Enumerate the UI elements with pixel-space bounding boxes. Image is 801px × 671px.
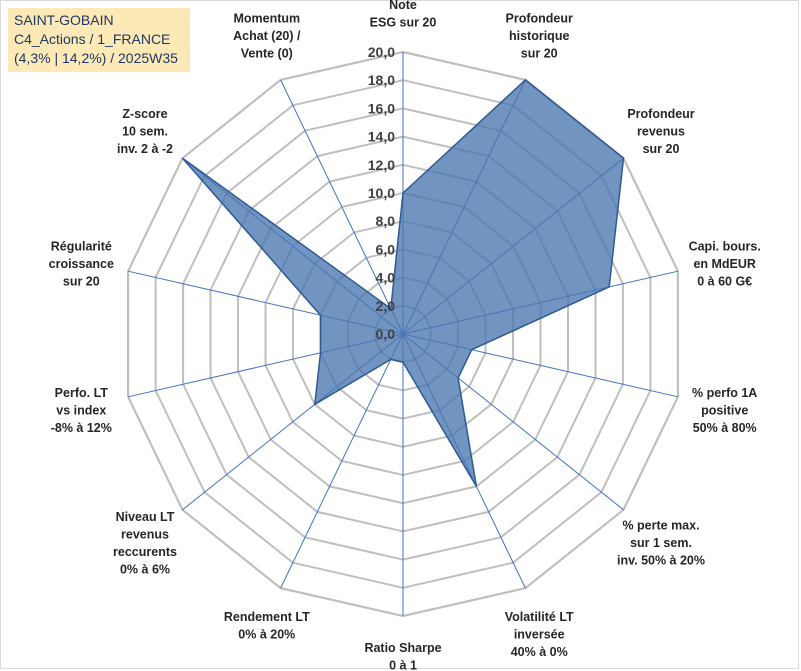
category-label: Capi. bours. en MdEUR 0 à 60 G€ bbox=[689, 239, 761, 288]
tick-label: 6,0 bbox=[376, 241, 396, 257]
tick-label: 10,0 bbox=[368, 185, 395, 201]
category-label: Volatilité LT inversée 40% à 0% bbox=[505, 610, 574, 659]
tick-label: 14,0 bbox=[368, 129, 395, 145]
category-label: Ratio Sharpe 0 à 1 bbox=[364, 641, 441, 671]
chart-header-box: SAINT-GOBAIN C4_Actions / 1_FRANCE (4,3%… bbox=[8, 8, 190, 72]
category-label: Profondeur historique sur 20 bbox=[506, 12, 573, 61]
company-name: SAINT-GOBAIN bbox=[14, 12, 114, 28]
tick-label: 12,0 bbox=[368, 157, 395, 173]
radar-spoke bbox=[280, 333, 404, 589]
radar-spoke bbox=[280, 79, 404, 335]
tick-label: 20,0 bbox=[368, 44, 395, 60]
category-label: Rendement LT 0% à 20% bbox=[224, 610, 310, 642]
category-label: Perfo. LT vs index -8% à 12% bbox=[51, 386, 112, 435]
category-line: C4_Actions / 1_FRANCE bbox=[14, 31, 171, 47]
radar-tick-labels: 0,0 2,0 4,0 6,0 8,0 10,0 12,0 14,0 16,0 18,0 20,0 bbox=[368, 44, 395, 342]
category-label: Régularité croissance sur 20 bbox=[49, 239, 114, 288]
tick-label: 8,0 bbox=[376, 213, 396, 229]
radar-series bbox=[181, 78, 625, 487]
category-label: % perfo 1A positive 50% à 80% bbox=[692, 386, 757, 435]
tick-label: 18,0 bbox=[368, 72, 395, 88]
radar-category-labels: Note ESG sur 20 Profondeur historique sur 20… bbox=[49, 0, 761, 671]
stats-line: (4,3% | 14,2%) / 2025W35 bbox=[14, 50, 178, 66]
category-label: Note ESG sur 20 bbox=[370, 0, 437, 30]
category-label: Profondeur revenus sur 20 bbox=[627, 107, 694, 156]
tick-label: 2,0 bbox=[376, 298, 396, 314]
tick-label: 16,0 bbox=[368, 100, 395, 116]
category-label: % perte max. sur 1 sem. inv. 50% à 20% bbox=[617, 519, 705, 568]
tick-label: 4,0 bbox=[376, 270, 396, 286]
category-label: Momentum Achat (20) / Vente (0) bbox=[233, 12, 301, 61]
category-label: Niveau LT revenus reccurents 0% à 6% bbox=[113, 510, 177, 577]
category-label: Z-score 10 sem. inv. 2 à -2 bbox=[117, 107, 173, 156]
tick-label: 0,0 bbox=[376, 326, 396, 342]
